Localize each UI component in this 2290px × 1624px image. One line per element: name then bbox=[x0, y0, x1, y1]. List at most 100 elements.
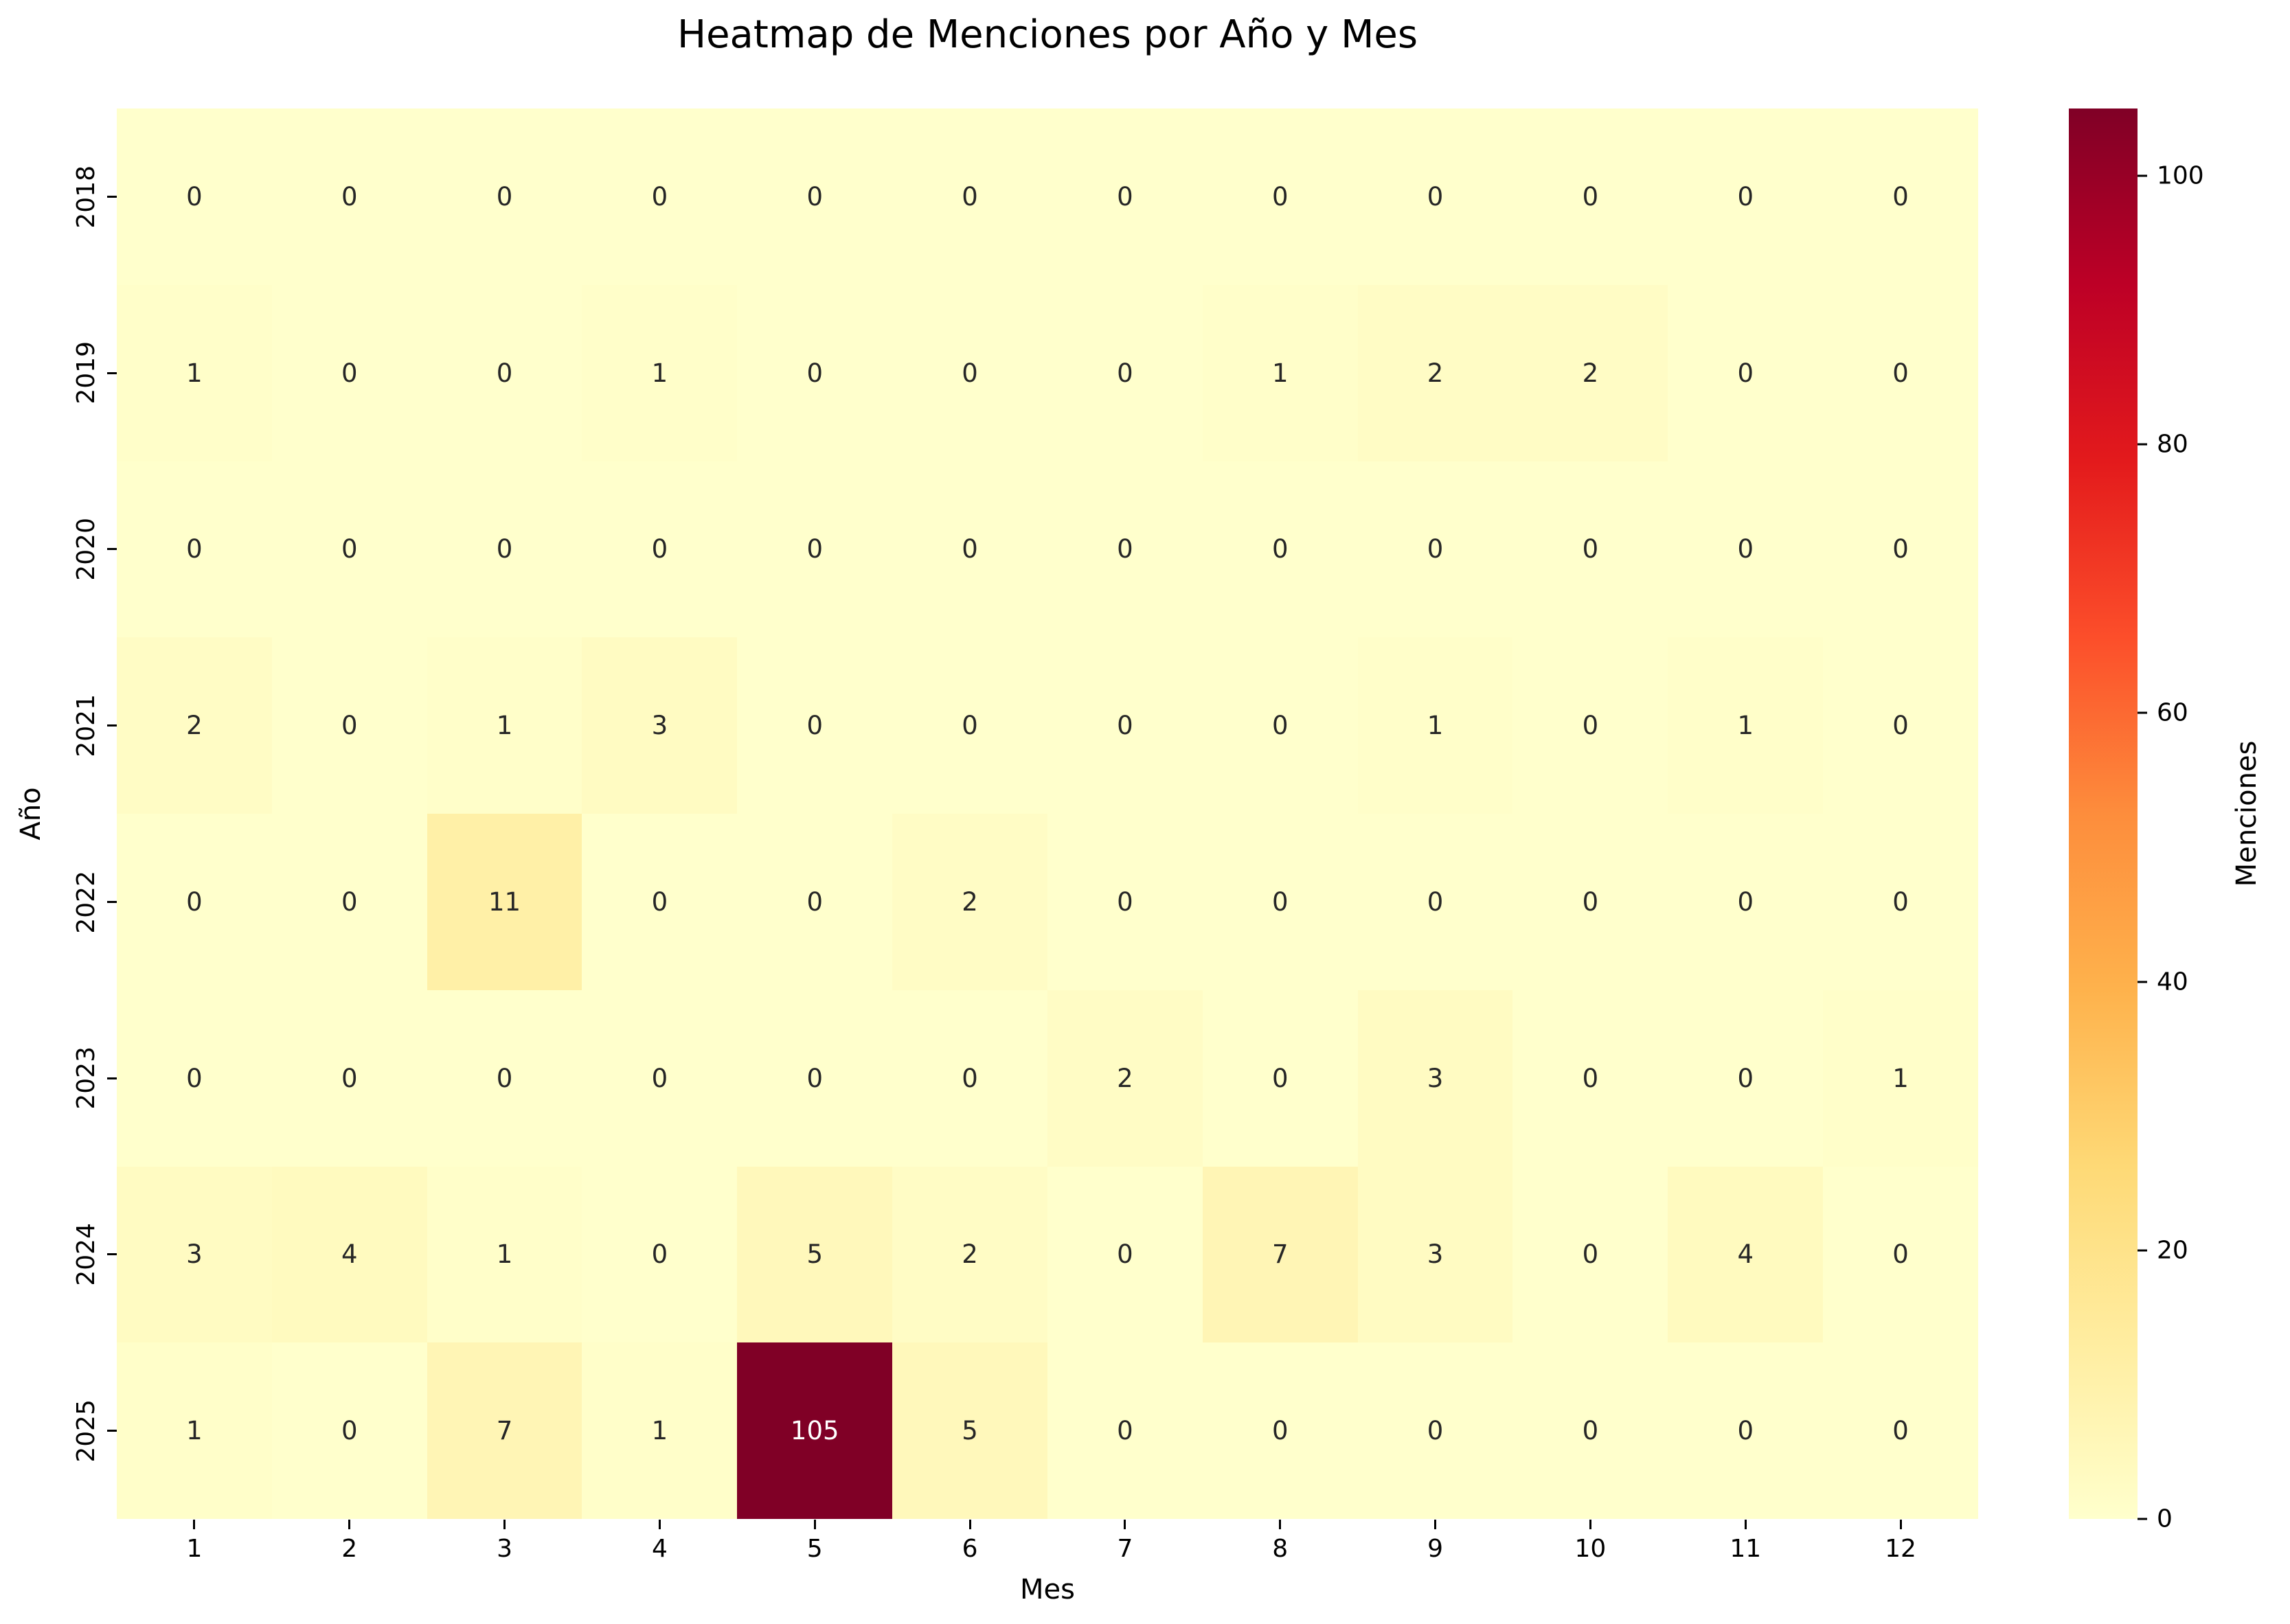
heatmap-cell: 0 bbox=[1512, 990, 1668, 1167]
y-tick-mark bbox=[107, 371, 117, 374]
heatmap-cell: 0 bbox=[271, 814, 427, 990]
y-tick: 2022 bbox=[41, 814, 117, 990]
heatmap-cell: 0 bbox=[1202, 814, 1358, 990]
heatmap-cell: 0 bbox=[1668, 461, 1824, 638]
x-tick: 5 bbox=[737, 1520, 892, 1563]
colorbar-label: Menciones bbox=[2231, 740, 2263, 887]
heatmap-cell: 0 bbox=[427, 461, 582, 638]
heatmap-cell: 0 bbox=[271, 637, 427, 814]
x-tick: 9 bbox=[1358, 1520, 1513, 1563]
heatmap-cell: 0 bbox=[1202, 637, 1358, 814]
heatmap-cell: 0 bbox=[1668, 284, 1824, 461]
heatmap-cell: 7 bbox=[427, 1342, 582, 1519]
y-tick-mark bbox=[107, 1253, 117, 1256]
y-tick-label: 2022 bbox=[72, 870, 100, 934]
y-tick-label: 2024 bbox=[72, 1223, 100, 1286]
x-tick-label: 9 bbox=[1427, 1535, 1444, 1563]
colorbar-tick: 100 bbox=[2138, 161, 2204, 190]
colorbar-tick: 80 bbox=[2138, 431, 2188, 459]
heatmap-cell: 1 bbox=[427, 1166, 582, 1343]
heatmap-cell: 105 bbox=[737, 1342, 893, 1519]
heatmap-cell: 0 bbox=[427, 284, 582, 461]
y-axis-ticks: 2018 2019 2020 2021 2022 2023 2024 2025 bbox=[41, 108, 117, 1519]
heatmap-cell: 0 bbox=[1823, 1342, 1978, 1519]
heatmap-cell: 1 bbox=[427, 637, 582, 814]
x-tick-label: 4 bbox=[651, 1535, 668, 1563]
heatmap-cell: 1 bbox=[1202, 284, 1358, 461]
x-tick-mark bbox=[658, 1520, 661, 1529]
x-tick-mark bbox=[1899, 1520, 1902, 1529]
heatmap-cell: 0 bbox=[1823, 1166, 1978, 1343]
heatmap-cell: 0 bbox=[1047, 461, 1203, 638]
colorbar-tick: 40 bbox=[2138, 968, 2188, 996]
heatmap-cell: 0 bbox=[117, 990, 272, 1167]
y-tick-label: 2023 bbox=[72, 1047, 100, 1110]
heatmap-cell: 2 bbox=[892, 1166, 1047, 1343]
x-tick: 6 bbox=[892, 1520, 1047, 1563]
x-tick-mark bbox=[1744, 1520, 1747, 1529]
heatmap-cell: 1 bbox=[1357, 637, 1513, 814]
x-tick-label: 8 bbox=[1272, 1535, 1289, 1563]
x-tick-mark bbox=[968, 1520, 971, 1529]
x-tick-label: 1 bbox=[186, 1535, 203, 1563]
heatmap-cell: 0 bbox=[1047, 814, 1203, 990]
y-tick-mark bbox=[107, 724, 117, 727]
y-tick-label: 2018 bbox=[72, 165, 100, 229]
heatmap-cell: 2 bbox=[892, 814, 1047, 990]
heatmap-cell: 3 bbox=[1357, 990, 1513, 1167]
colorbar-tick-label: 20 bbox=[2157, 1236, 2188, 1265]
heatmap-cell: 0 bbox=[737, 990, 893, 1167]
heatmap-cell: 2 bbox=[1512, 284, 1668, 461]
y-tick-label: 2020 bbox=[72, 518, 100, 581]
heatmap-cell: 0 bbox=[1047, 108, 1203, 285]
heatmap-cell: 0 bbox=[892, 284, 1047, 461]
heatmap-cell: 0 bbox=[1202, 990, 1358, 1167]
heatmap-cell: 0 bbox=[737, 108, 893, 285]
heatmap-cell: 0 bbox=[1823, 284, 1978, 461]
heatmap-cell: 0 bbox=[892, 990, 1047, 1167]
x-tick-mark bbox=[193, 1520, 196, 1529]
heatmap-cell: 0 bbox=[582, 990, 738, 1167]
colorbar-gradient bbox=[2069, 108, 2138, 1519]
heatmap-cell: 0 bbox=[1047, 1166, 1203, 1343]
heatmap-cell: 1 bbox=[1668, 637, 1824, 814]
x-tick-label: 3 bbox=[497, 1535, 513, 1563]
heatmap-cell: 0 bbox=[1668, 814, 1824, 990]
heatmap-cell: 0 bbox=[271, 990, 427, 1167]
x-tick-label: 5 bbox=[806, 1535, 823, 1563]
colorbar-tick-mark bbox=[2138, 1518, 2147, 1520]
heatmap-cell: 0 bbox=[1668, 990, 1824, 1167]
heatmap-cell: 0 bbox=[1823, 461, 1978, 638]
heatmap-cell: 0 bbox=[1047, 637, 1203, 814]
y-tick-label: 2019 bbox=[72, 341, 100, 404]
colorbar-tick-mark bbox=[2138, 174, 2147, 177]
heatmap-cell: 0 bbox=[737, 284, 893, 461]
colorbar-tick-label: 40 bbox=[2157, 968, 2188, 996]
heatmap-cell: 0 bbox=[1823, 814, 1978, 990]
heatmap-cell: 2 bbox=[1357, 284, 1513, 461]
x-tick-mark bbox=[1589, 1520, 1591, 1529]
heatmap-cell: 0 bbox=[582, 108, 738, 285]
y-tick: 2018 bbox=[41, 108, 117, 285]
x-tick-mark bbox=[1279, 1520, 1282, 1529]
y-tick-mark bbox=[107, 900, 117, 903]
y-tick-label: 2025 bbox=[72, 1399, 100, 1463]
heatmap-cell: 0 bbox=[1047, 1342, 1203, 1519]
x-tick: 10 bbox=[1512, 1520, 1668, 1563]
heatmap-cell: 0 bbox=[582, 461, 738, 638]
y-tick-label: 2021 bbox=[72, 694, 100, 757]
heatmap-cell: 2 bbox=[1047, 990, 1203, 1167]
heatmap-cell: 0 bbox=[117, 108, 272, 285]
heatmap-cell: 1 bbox=[582, 284, 738, 461]
heatmap-cell: 0 bbox=[1047, 284, 1203, 461]
heatmap-cell: 7 bbox=[1202, 1166, 1358, 1343]
heatmap-cell: 0 bbox=[582, 1166, 738, 1343]
x-tick-label: 11 bbox=[1730, 1535, 1762, 1563]
heatmap-cell: 0 bbox=[1512, 108, 1668, 285]
heatmap-cell: 0 bbox=[737, 637, 893, 814]
heatmap-cell: 4 bbox=[1668, 1166, 1824, 1343]
x-tick: 2 bbox=[272, 1520, 427, 1563]
heatmap-cell: 1 bbox=[117, 1342, 272, 1519]
colorbar-tick-label: 60 bbox=[2157, 698, 2188, 727]
heatmap-cell: 2 bbox=[117, 637, 272, 814]
